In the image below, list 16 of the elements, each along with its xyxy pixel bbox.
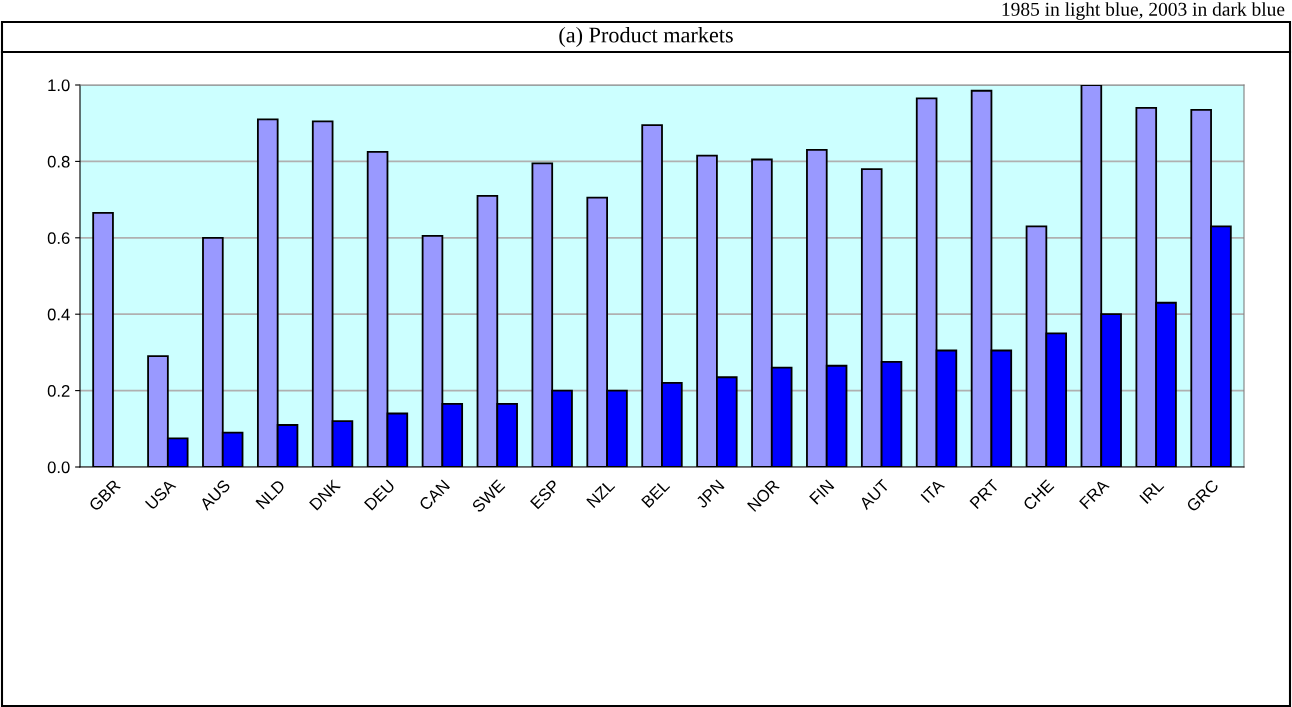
y-tick-label: 1.0	[48, 79, 70, 92]
x-tick-label: NLD	[255, 479, 286, 510]
y-tick-label: 0.0	[47, 461, 70, 474]
x-tick-label: FRA	[1079, 478, 1110, 510]
x-tick-label: NZL	[586, 478, 616, 508]
chart-title: (a) Product markets	[559, 26, 733, 48]
x-tick-label: BEL	[641, 478, 671, 508]
x-tick-label: ITA	[920, 478, 946, 504]
y-tick-label: 0.8	[47, 155, 70, 168]
x-tick-label: USA	[144, 478, 177, 511]
y-tick-label: 0.6	[47, 232, 70, 244]
x-tick-label: FIN	[809, 479, 835, 505]
x-tick-label: IRL	[1139, 478, 1165, 504]
y-tick-label: 0.4	[47, 308, 70, 321]
text: 1985 in light blue, 2003 in dark blue	[1002, 2, 1285, 20]
y-tick-label: 0.2	[47, 385, 70, 397]
